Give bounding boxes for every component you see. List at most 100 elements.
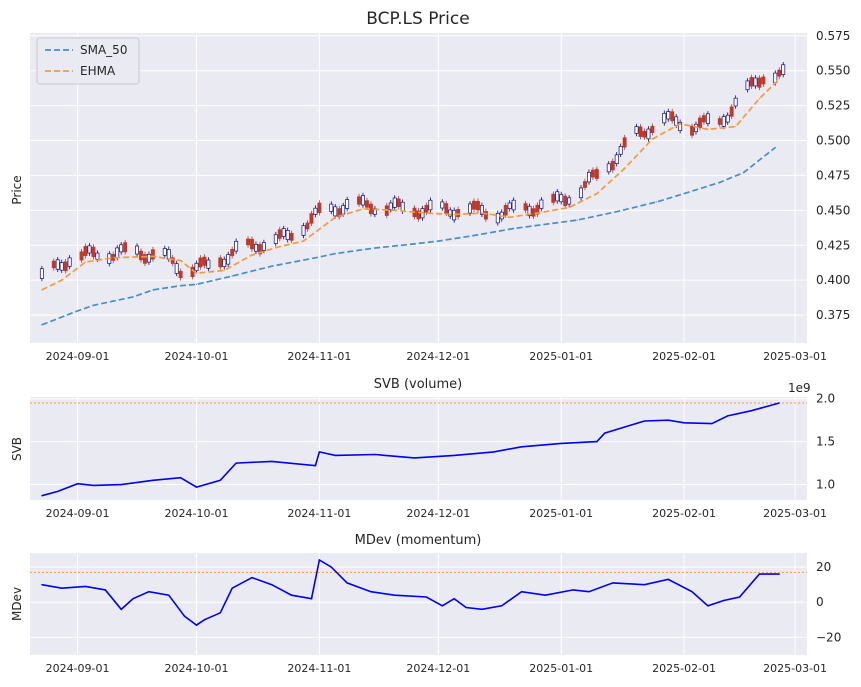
- price-y-ticks: 0.375 0.400 0.425 0.450 0.475 0.500 0.525 0.550…: [816, 29, 850, 322]
- candle-up: [281, 228, 286, 237]
- mdev-point: [501, 605, 503, 607]
- candle-down: [749, 77, 754, 87]
- candle-down: [416, 210, 421, 220]
- svb-point: [318, 451, 320, 453]
- sma-50-point: [152, 289, 154, 291]
- ehma-point: [758, 98, 761, 100]
- candle-up: [745, 80, 750, 91]
- y-tick-label: 1.0: [816, 478, 835, 492]
- candle-down: [551, 193, 556, 203]
- candle-up: [166, 248, 171, 260]
- mdev-y-axis-label: MDev: [10, 587, 24, 621]
- candle-up: [333, 206, 338, 217]
- x-tick-label: 2025-02-01: [652, 507, 716, 520]
- candle-down: [642, 130, 647, 138]
- y-tick-label: 2.0: [816, 392, 835, 406]
- candle-down: [472, 200, 476, 210]
- candle-down: [622, 137, 627, 148]
- svb-point: [560, 442, 562, 444]
- x-tick-label: 2024-12-01: [406, 662, 470, 675]
- candle-down: [503, 205, 508, 216]
- candle-up: [495, 213, 500, 224]
- mdev-point: [425, 596, 428, 598]
- ehma-point: [778, 78, 780, 80]
- candle-up: [428, 199, 433, 211]
- mdev-point: [612, 582, 614, 584]
- ehma-point: [41, 289, 43, 291]
- candle-down: [456, 209, 461, 217]
- mdev-point: [41, 584, 43, 586]
- candle-up: [674, 116, 679, 126]
- candle-up: [39, 268, 44, 279]
- x-tick-label: 2025-01-01: [529, 350, 593, 363]
- mdev-point: [465, 606, 467, 609]
- mdev-point: [758, 573, 761, 575]
- mdev-point: [132, 598, 134, 600]
- y-tick-label: 0.475: [816, 168, 850, 182]
- mdev-point: [148, 591, 150, 593]
- candle-down: [83, 246, 88, 256]
- svb-y-ticks: 1.0 1.5 2.0: [816, 392, 835, 492]
- legend-label-sma: SMA_50: [80, 43, 127, 57]
- candle-up: [222, 258, 227, 267]
- svb-point: [314, 465, 317, 467]
- candle-up: [146, 253, 151, 263]
- mdev-point: [120, 608, 122, 610]
- candle-up: [226, 254, 231, 265]
- candle-down: [594, 168, 599, 179]
- candle-up: [194, 262, 199, 272]
- candle-up: [361, 195, 365, 206]
- mdev-point: [168, 594, 170, 596]
- candle-down: [202, 256, 207, 266]
- candle-up: [95, 252, 100, 260]
- mdev-point: [723, 599, 725, 602]
- sma-50-point: [180, 285, 182, 287]
- svb-point: [727, 415, 729, 417]
- candle-up: [87, 245, 92, 254]
- sma-50-point: [76, 310, 79, 312]
- y-tick-label: 0: [816, 595, 824, 609]
- mdev-point: [643, 584, 646, 586]
- candle-up: [448, 209, 453, 217]
- candle-down: [51, 260, 56, 269]
- svb-point: [271, 460, 273, 462]
- mdev-point: [84, 585, 87, 588]
- candle-down: [563, 195, 568, 207]
- candle-down: [277, 229, 282, 239]
- mdev-point: [203, 619, 206, 621]
- ehma-point: [195, 272, 198, 274]
- mdev-point: [739, 596, 741, 598]
- candle-down: [531, 208, 536, 217]
- svb-point: [76, 483, 79, 485]
- svb-plot-area: [30, 397, 807, 500]
- candle-up: [781, 64, 786, 75]
- y-tick-label: −20: [816, 630, 841, 644]
- mdev-point: [394, 594, 396, 596]
- sma-50-point: [513, 227, 515, 230]
- svb-point: [778, 402, 780, 404]
- x-tick-label: 2025-03-01: [763, 507, 827, 520]
- sma-50-point: [92, 304, 95, 306]
- mdev-point: [520, 591, 523, 593]
- candle-down: [583, 181, 587, 188]
- candle-up: [55, 259, 60, 270]
- candle-up: [273, 234, 278, 244]
- mdev-point: [330, 566, 332, 568]
- price-y-axis-label: Price: [10, 175, 24, 204]
- candle-down: [178, 270, 183, 279]
- sma-50-point: [683, 192, 685, 195]
- sma-50-point: [195, 283, 198, 285]
- sma-50-point: [544, 223, 546, 225]
- svb-point: [334, 454, 336, 456]
- mdev-gridlines: [30, 553, 807, 655]
- ehma-point: [302, 240, 305, 242]
- svb-point: [667, 419, 669, 421]
- svb-point: [711, 423, 713, 425]
- candle-down: [218, 257, 223, 268]
- candle-down: [246, 238, 250, 246]
- x-tick-label: 2024-10-01: [165, 507, 229, 520]
- ehma-point: [251, 254, 253, 256]
- candle-up: [119, 244, 124, 253]
- mdev-point: [195, 624, 198, 626]
